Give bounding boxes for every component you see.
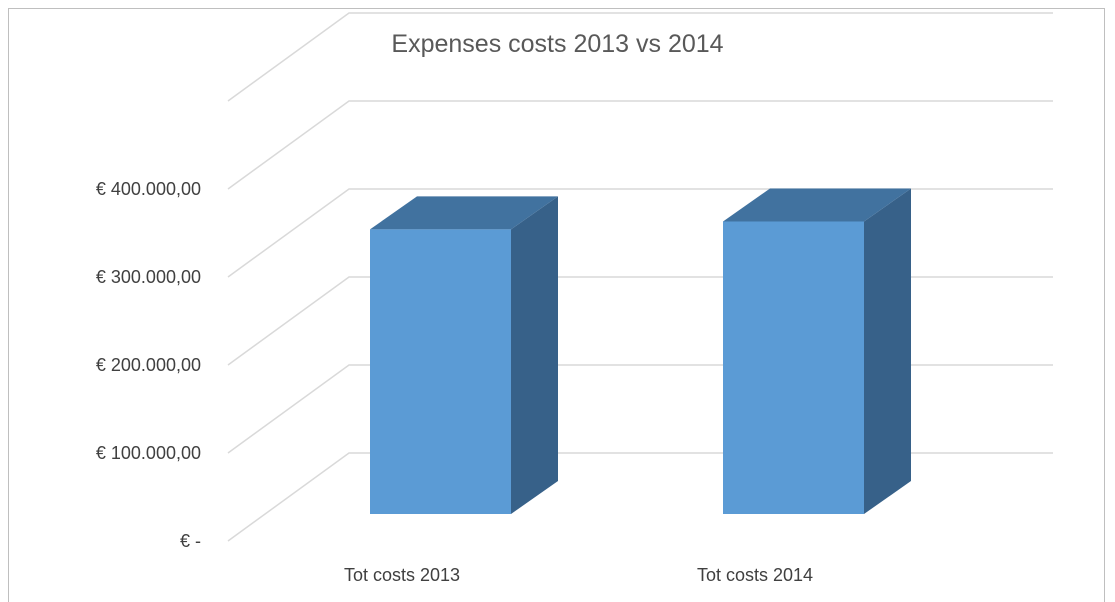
x-category-label: Tot costs 2014 xyxy=(697,565,813,585)
gridline xyxy=(227,276,1053,366)
y-tick-label: € - xyxy=(180,531,201,551)
bar-front-face xyxy=(723,221,864,515)
bars xyxy=(370,188,911,515)
gridline xyxy=(227,12,1053,102)
y-tick-label: € 300.000,00 xyxy=(96,267,201,287)
x-axis-labels: Tot costs 2013 Tot costs 2014 xyxy=(344,565,813,585)
y-axis-ticks: € - € 100.000,00 € 200.000,00 € 300.000,00 €… xyxy=(96,179,201,551)
chart-frame xyxy=(8,8,1105,602)
chart-title: Expenses costs 2013 vs 2014 xyxy=(391,30,724,58)
bar-side-face xyxy=(864,188,911,515)
gridlines xyxy=(227,12,1053,542)
gridline xyxy=(227,364,1053,454)
bar-top-face xyxy=(723,188,911,222)
gridline xyxy=(227,188,1053,278)
bar-side-face xyxy=(511,196,558,514)
bar-top-face xyxy=(370,196,558,230)
bar xyxy=(723,188,911,515)
bar xyxy=(370,196,558,514)
bar-front-face xyxy=(370,229,511,514)
y-tick-label: € 100.000,00 xyxy=(96,443,201,463)
gridline xyxy=(227,452,1053,542)
y-tick-label: € 400.000,00 xyxy=(96,179,201,199)
gridline xyxy=(227,100,1053,190)
y-tick-label: € 200.000,00 xyxy=(96,355,201,375)
x-category-label: Tot costs 2013 xyxy=(344,565,460,585)
